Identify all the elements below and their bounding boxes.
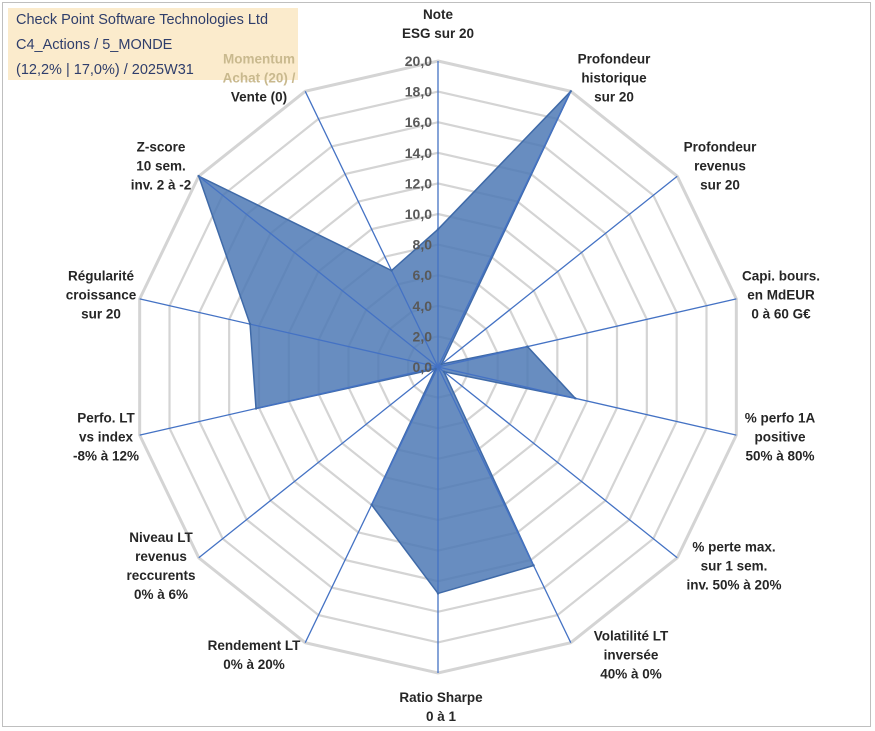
axis-label-line: 40% à 0% bbox=[600, 666, 662, 682]
axis-label-line: Z-score bbox=[136, 139, 186, 155]
tick-label: 14,0 bbox=[405, 145, 432, 161]
axis-label-line: % perte max. bbox=[692, 539, 776, 555]
axis-label-line: Perfo. LT bbox=[77, 410, 135, 426]
data-point bbox=[436, 228, 440, 231]
axis-spoke bbox=[437, 366, 737, 436]
axis-label-line: sur 20 bbox=[81, 306, 121, 322]
axis-label-line: Profondeur bbox=[683, 139, 757, 155]
axis-label-line: Profondeur bbox=[577, 51, 651, 67]
axis-label-line: revenus bbox=[694, 158, 746, 174]
axis-label: Niveau LT revenus reccurents 0% à 6% bbox=[126, 528, 195, 604]
data-area bbox=[197, 90, 578, 595]
axis-label-line: vs index bbox=[78, 429, 134, 445]
axis-label-line: inv. 50% à 20% bbox=[686, 577, 782, 593]
axis-label-line: Momentum bbox=[223, 51, 295, 67]
company-name: Check Point Software Technologies Ltd bbox=[16, 12, 269, 28]
axis-label-line: Note bbox=[422, 7, 453, 22]
axis-label: Capi. bours. en MdEUR 0 à 60 G€ bbox=[742, 267, 820, 324]
axis-label-line: en MdEUR bbox=[747, 287, 815, 303]
axis-label-line: Rendement LT bbox=[207, 638, 301, 653]
tick-label: 6,0 bbox=[413, 267, 433, 283]
data-point bbox=[442, 370, 446, 373]
tick-label: 2,0 bbox=[413, 328, 433, 344]
info-box bbox=[8, 8, 298, 80]
axis-label-line: Capi. bours. bbox=[741, 268, 821, 284]
data-point bbox=[434, 367, 437, 371]
axis-label: % perfo 1A positive 50% à 80% bbox=[745, 409, 816, 466]
axis-label: Rendement LT 0% à 20% bbox=[208, 636, 301, 674]
tick-label: 8,0 bbox=[413, 237, 433, 253]
axis-spoke bbox=[139, 366, 439, 436]
axis-label-line: Volatilité LT bbox=[593, 628, 669, 644]
data-point bbox=[440, 362, 443, 366]
axis-label-line: inv. 2 à -2 bbox=[130, 177, 192, 193]
axis-label-line: 50% à 80% bbox=[745, 448, 815, 464]
axis-label-line: % perfo 1A bbox=[744, 410, 816, 426]
tick-label: 18,0 bbox=[405, 84, 432, 100]
axis-label-line: historique bbox=[581, 70, 647, 86]
stats-label: (12,2% | 17,0%) / 2025W31 bbox=[16, 62, 194, 78]
axis-label: Z-score 10 sem. inv. 2 à -2 bbox=[131, 138, 192, 195]
axis-spoke bbox=[437, 91, 572, 368]
tick-label: 10,0 bbox=[405, 206, 432, 222]
tick-label: 20,0 bbox=[405, 53, 432, 69]
axis-spoke bbox=[437, 298, 737, 368]
data-point bbox=[574, 397, 577, 400]
axis-label-line: positive bbox=[754, 429, 806, 445]
axis-label: Profondeur revenus sur 20 bbox=[684, 138, 757, 195]
axis-label-line: croissance bbox=[65, 287, 137, 303]
tick-label: 4,0 bbox=[413, 298, 433, 314]
data-point bbox=[532, 564, 535, 567]
axis-label: Ratio Sharpe 0 à 1 bbox=[399, 688, 482, 726]
data-point bbox=[254, 407, 258, 410]
axis-label-line: 0 à 60 G€ bbox=[751, 306, 811, 322]
axis-label: Momentum Achat (20) / Vente (0) bbox=[223, 50, 296, 107]
tick-label: 16,0 bbox=[405, 114, 432, 130]
data-point bbox=[569, 90, 572, 93]
axis-label: Perfo. LT vs index -8% à 12% bbox=[73, 409, 139, 466]
axis-spoke bbox=[198, 175, 439, 368]
axis-label: Volatilité LT inversée 40% à 0% bbox=[594, 627, 669, 684]
axis-label-line: sur 20 bbox=[700, 177, 740, 193]
data-point bbox=[526, 345, 529, 348]
axis-label-line: 10 sem. bbox=[136, 158, 186, 174]
category-label: C4_Actions / 5_MONDE bbox=[16, 37, 173, 53]
axis-label-line: 0% à 20% bbox=[223, 657, 285, 672]
axis-label-line: revenus bbox=[135, 549, 187, 564]
axis-spoke bbox=[437, 366, 678, 559]
axis-spoke bbox=[437, 366, 572, 643]
axis-spoke bbox=[437, 175, 678, 368]
axis-label-line: ESG sur 20 bbox=[401, 26, 475, 41]
data-point bbox=[370, 503, 373, 507]
data-point bbox=[436, 592, 440, 595]
tick-label: 0,0 bbox=[413, 359, 433, 375]
data-point bbox=[197, 175, 200, 178]
axis-label-line: Régularité bbox=[67, 268, 135, 284]
tick-label: 12,0 bbox=[405, 175, 432, 191]
axis-spoke bbox=[304, 91, 439, 368]
axis-label-line: reccurents bbox=[126, 568, 196, 583]
axis-label: Régularité croissance sur 20 bbox=[66, 267, 137, 324]
data-point bbox=[248, 322, 252, 326]
axis-label: % perte max. sur 1 sem. inv. 50% à 20% bbox=[686, 538, 781, 595]
axis-label-line: 0 à 1 bbox=[425, 709, 457, 724]
axis-label-line: inversée bbox=[603, 647, 659, 663]
axis-label: Note ESG sur 20 bbox=[402, 5, 474, 43]
axis-label: Profondeur historique sur 20 bbox=[578, 50, 651, 107]
axis-label-line: sur 1 sem. bbox=[700, 558, 768, 574]
axis-label-line: Vente (0) bbox=[230, 89, 288, 105]
axis-label-line: sur 20 bbox=[594, 89, 634, 105]
axis-label-line: 0% à 6% bbox=[133, 587, 189, 602]
data-point bbox=[390, 269, 393, 272]
axis-spoke bbox=[139, 298, 439, 368]
axis-label-line: Achat (20) / bbox=[222, 70, 296, 86]
axis-label-line: -8% à 12% bbox=[72, 448, 140, 464]
axis-label-line: Ratio Sharpe bbox=[399, 690, 483, 705]
axis-label-line: Niveau LT bbox=[129, 530, 193, 545]
axis-spoke bbox=[198, 366, 439, 559]
